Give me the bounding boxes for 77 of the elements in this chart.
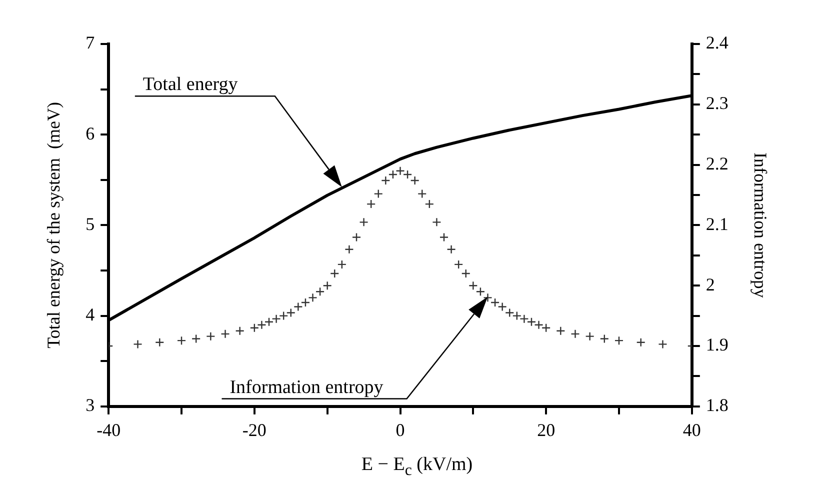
- x-tick-label: -20: [242, 420, 266, 440]
- point: [206, 332, 216, 341]
- point: [658, 340, 668, 349]
- y-axis-title: Total energy of the system (meV): [44, 102, 64, 348]
- point: [520, 314, 529, 324]
- x-tick-label: 0: [396, 420, 405, 440]
- point: [235, 326, 244, 336]
- point: [454, 260, 464, 270]
- point: [176, 336, 186, 346]
- point: [330, 268, 340, 278]
- point: [359, 218, 368, 227]
- point: [614, 336, 624, 346]
- point: [446, 244, 456, 254]
- y2-tick-label: 2: [706, 274, 715, 294]
- y2-tick-label: 2.2: [706, 154, 728, 174]
- point: [468, 281, 478, 290]
- y2-tick-label: 1.8: [706, 395, 728, 416]
- point: [585, 332, 594, 341]
- x-axis-title: E − E$_{c}$ (kV/m): [360, 454, 474, 480]
- y2-tick-label: 2.3: [706, 93, 728, 114]
- point: [388, 170, 398, 180]
- annotation: Information entropy: [230, 376, 384, 398]
- y-tick-label: 6: [86, 123, 95, 144]
- point: [439, 232, 449, 242]
- annotation: Total energy: [142, 74, 238, 96]
- point: [344, 244, 354, 254]
- point: [600, 334, 610, 344]
- y-tick-label: 3: [86, 395, 95, 416]
- y2-tick-label: 2.1: [706, 214, 728, 234]
- point: [272, 314, 281, 324]
- point: [322, 281, 332, 290]
- point: [294, 302, 303, 312]
- point: [570, 329, 580, 339]
- point: [410, 176, 420, 186]
- point: [374, 189, 383, 198]
- point: [315, 287, 325, 296]
- y-tick-label: 4: [86, 304, 95, 325]
- point: [498, 302, 507, 312]
- point: [308, 293, 318, 302]
- point: [432, 218, 442, 227]
- x-tick-label: -40: [96, 420, 121, 440]
- point: [366, 199, 376, 209]
- point: [636, 338, 646, 347]
- point: [381, 176, 390, 186]
- point: [490, 298, 500, 308]
- point: [191, 334, 201, 344]
- point: [505, 308, 514, 318]
- x-tick-label: 20: [537, 420, 556, 440]
- point: [155, 338, 164, 347]
- point: [526, 317, 536, 326]
- point: [352, 232, 362, 242]
- point: [337, 260, 347, 270]
- point: [133, 340, 142, 349]
- point: [483, 293, 492, 302]
- point: [418, 189, 427, 198]
- point: [264, 317, 274, 326]
- y-tick-label: 7: [86, 32, 95, 53]
- y2-axis-title: Information entropy: [750, 152, 770, 298]
- y-tick-label: 5: [86, 214, 95, 234]
- point: [278, 311, 288, 320]
- point: [476, 287, 486, 296]
- y2-tick-label: 1.9: [706, 334, 728, 355]
- point: [424, 199, 434, 209]
- point: [286, 308, 296, 318]
- point: [396, 166, 405, 176]
- x-tick-label: 40: [682, 420, 701, 440]
- point: [534, 320, 544, 330]
- point: [461, 268, 470, 278]
- point: [257, 320, 266, 330]
- point: [402, 170, 412, 180]
- point: [512, 311, 522, 320]
- point: [220, 329, 230, 339]
- point: [250, 323, 260, 332]
- point: [556, 326, 566, 336]
- y2-tick-label: 2.4: [706, 32, 728, 53]
- point: [541, 323, 551, 332]
- point: [300, 298, 310, 308]
